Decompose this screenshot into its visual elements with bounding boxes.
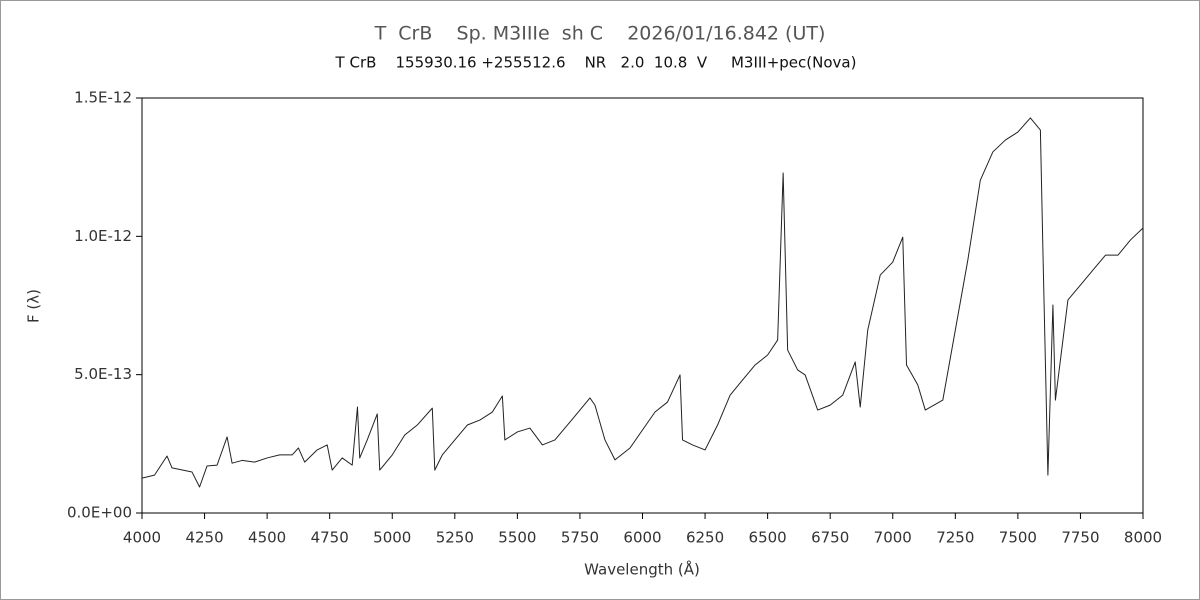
spectrum-line (141, 117, 1144, 488)
x-tick-label: 7500 (999, 529, 1037, 547)
x-tick-label: 4250 (185, 529, 223, 547)
y-tick-label: 1.0E-12 (74, 227, 132, 245)
x-tick-label: 7250 (936, 529, 974, 547)
x-tick-label: 5500 (498, 529, 536, 547)
x-tick-label: 7000 (874, 529, 912, 547)
chart-title: T CrB Sp. M3IIIe sh C 2026/01/16.842 (UT… (374, 23, 826, 45)
x-tick-label: 4750 (311, 529, 349, 547)
y-tick-label: 5.0E-13 (74, 365, 132, 383)
x-tick-label: 6250 (686, 529, 724, 547)
x-tick-label: 6000 (623, 529, 661, 547)
y-tick-label: 1.5E-12 (74, 89, 132, 107)
x-tick-label: 8000 (1124, 529, 1162, 547)
x-axis-label: Wavelength (Å) (584, 560, 700, 579)
x-tick-label: 6750 (811, 529, 849, 547)
x-tick-label: 4500 (248, 529, 286, 547)
x-tick-label: 5000 (373, 529, 411, 547)
x-tick-label: 7750 (1061, 529, 1099, 547)
x-tick-label: 5250 (436, 529, 474, 547)
x-tick-label: 5750 (561, 529, 599, 547)
y-axis-label: F (λ) (25, 289, 43, 323)
x-tick-label: 6500 (749, 529, 787, 547)
y-tick-label: 0.0E+00 (67, 504, 132, 522)
x-tick-label: 4000 (123, 529, 161, 547)
chart-subtitle: T CrB 155930.16 +255512.6 NR 2.0 10.8 V … (335, 54, 857, 72)
